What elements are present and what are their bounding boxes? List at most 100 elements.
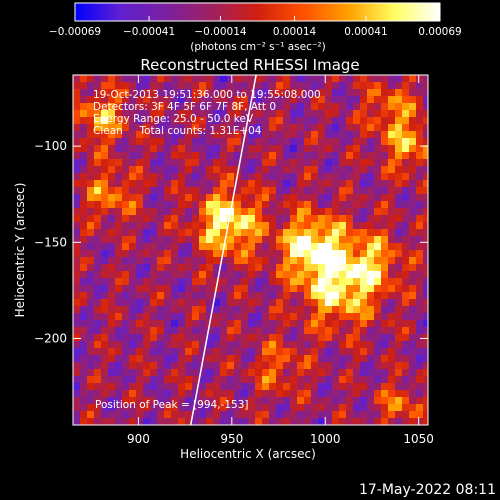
heatmap-cell: [94, 404, 102, 412]
heatmap-cell: [416, 124, 424, 132]
heatmap-cell: [234, 250, 242, 258]
heatmap-cell: [206, 208, 214, 216]
heatmap-cell: [87, 117, 95, 125]
heatmap-cell: [178, 306, 186, 314]
heatmap-cell: [269, 320, 277, 328]
heatmap-cell: [108, 159, 116, 167]
heatmap-cell: [388, 194, 396, 202]
heatmap-cell: [395, 404, 403, 412]
heatmap-cell: [388, 362, 396, 370]
heatmap-cell: [395, 96, 403, 104]
heatmap-cell: [423, 187, 428, 195]
heatmap-cell: [297, 124, 305, 132]
heatmap-cell: [269, 138, 277, 146]
heatmap-cell: [395, 327, 403, 335]
heatmap-cell: [192, 341, 200, 349]
heatmap-cell: [192, 411, 200, 419]
heatmap-cell: [94, 327, 102, 335]
heatmap-cell: [304, 264, 312, 272]
heatmap-cell: [213, 75, 221, 83]
heatmap-cell: [297, 383, 305, 391]
chart-title: Reconstructed RHESSI Image: [140, 56, 359, 74]
heatmap-cell: [227, 138, 235, 146]
heatmap-cell: [339, 236, 347, 244]
heatmap-cell: [199, 201, 207, 209]
heatmap-cell: [122, 215, 130, 223]
heatmap-cell: [276, 334, 284, 342]
heatmap-cell: [381, 180, 389, 188]
heatmap-cell: [94, 173, 102, 181]
heatmap-cell: [346, 341, 354, 349]
heatmap-cell: [332, 320, 340, 328]
heatmap-cell: [297, 131, 305, 139]
heatmap-cell: [402, 75, 410, 83]
heatmap-cell: [220, 138, 228, 146]
heatmap-cell: [80, 208, 88, 216]
heatmap-cell: [136, 313, 144, 321]
heatmap-cell: [367, 306, 375, 314]
heatmap-cell: [192, 327, 200, 335]
heatmap-cell: [269, 222, 277, 230]
heatmap-cell: [108, 292, 116, 300]
heatmap-cell: [73, 397, 81, 405]
heatmap-cell: [262, 362, 270, 370]
heatmap-cell: [423, 194, 428, 202]
heatmap-cell: [297, 327, 305, 335]
heatmap-cell: [416, 173, 424, 181]
heatmap-cell: [325, 187, 333, 195]
heatmap-cell: [178, 362, 186, 370]
heatmap-cell: [178, 404, 186, 412]
heatmap-cell: [353, 383, 361, 391]
heatmap-cell: [248, 285, 256, 293]
heatmap-cell: [192, 250, 200, 258]
heatmap-cell: [80, 103, 88, 111]
heatmap-cell: [255, 250, 263, 258]
heatmap-cell: [262, 208, 270, 216]
heatmap-cell: [143, 390, 151, 398]
heatmap-cell: [374, 96, 382, 104]
heatmap-cell: [325, 194, 333, 202]
heatmap-cell: [367, 82, 375, 90]
heatmap-cell: [339, 299, 347, 307]
heatmap-cell: [192, 75, 200, 83]
heatmap-cell: [255, 236, 263, 244]
heatmap-cell: [143, 397, 151, 405]
heatmap-cell: [73, 173, 81, 181]
heatmap-cell: [255, 166, 263, 174]
heatmap-cell: [346, 397, 354, 405]
heatmap-cell: [206, 292, 214, 300]
heatmap-cell: [171, 404, 179, 412]
heatmap-cell: [143, 75, 151, 83]
heatmap-cell: [360, 355, 368, 363]
heatmap-cell: [255, 187, 263, 195]
heatmap-cell: [374, 173, 382, 181]
heatmap-cell: [290, 222, 298, 230]
heatmap-cell: [185, 103, 193, 111]
heatmap-cell: [192, 215, 200, 223]
heatmap-cell: [185, 117, 193, 125]
heatmap-cell: [80, 404, 88, 412]
heatmap-cell: [192, 348, 200, 356]
heatmap-cell: [101, 222, 109, 230]
heatmap-cell: [339, 271, 347, 279]
heatmap-cell: [171, 82, 179, 90]
heatmap-cell: [388, 278, 396, 286]
heatmap-cell: [94, 243, 102, 251]
heatmap-cell: [101, 250, 109, 258]
heatmap-cell: [346, 278, 354, 286]
heatmap-cell: [122, 236, 130, 244]
heatmap-cell: [150, 299, 158, 307]
heatmap-cell: [311, 96, 319, 104]
heatmap-cell: [262, 306, 270, 314]
heatmap-cell: [213, 145, 221, 153]
heatmap-cell: [143, 341, 151, 349]
heatmap-cell: [409, 187, 417, 195]
heatmap-cell: [388, 82, 396, 90]
heatmap-cell: [129, 390, 137, 398]
heatmap-cell: [381, 159, 389, 167]
heatmap-cell: [143, 96, 151, 104]
heatmap-cell: [290, 103, 298, 111]
heatmap-cell: [171, 278, 179, 286]
heatmap-cell: [388, 159, 396, 167]
heatmap-cell: [325, 243, 333, 251]
